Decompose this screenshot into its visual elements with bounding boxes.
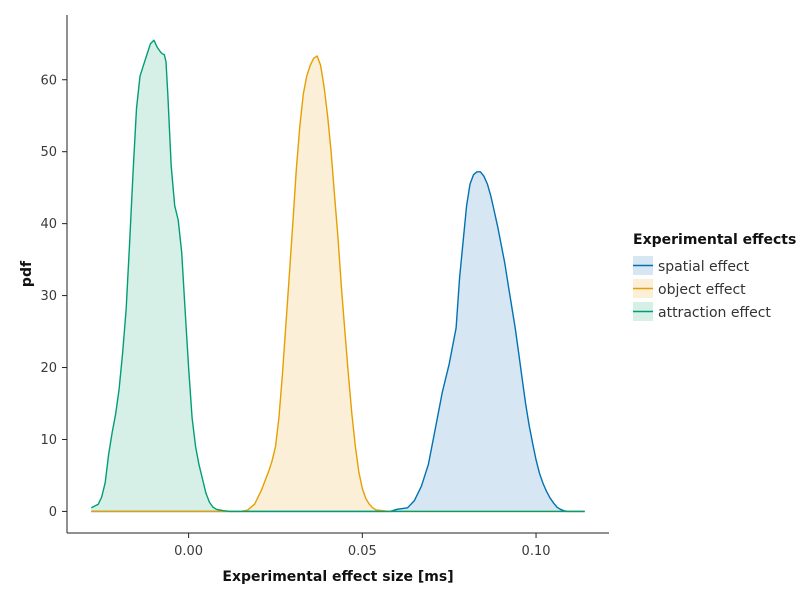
- y-ticks: 0 10 20 30 40 50 60: [40, 73, 67, 520]
- x-tick-label: 0.00: [174, 544, 203, 559]
- object-effect-area: [91, 56, 585, 512]
- x-ticks: 0.00 0.05 0.10: [174, 533, 551, 559]
- x-tick-label: 0.05: [348, 544, 377, 559]
- y-tick-label: 40: [40, 217, 57, 232]
- spatial-effect-area: [91, 171, 585, 512]
- spatial-effect-line: [91, 171, 585, 513]
- y-tick-label: 20: [40, 361, 57, 376]
- y-tick-label: 50: [40, 145, 57, 160]
- density-lines: [90, 39, 585, 513]
- attraction-effect-line: [90, 39, 585, 513]
- y-tick-label: 60: [40, 73, 57, 88]
- x-axis-title: Experimental effect size [ms]: [222, 569, 453, 585]
- legend-label: attraction effect: [658, 305, 771, 321]
- y-tick-label: 30: [40, 289, 57, 304]
- object-effect-line: [91, 55, 585, 513]
- axes: 0 10 20 30 40 50 60 0.00 0.05 0.10: [40, 15, 609, 559]
- attraction-effect-area: [91, 40, 585, 512]
- legend-item-object-effect: object effect: [633, 279, 746, 298]
- legend: Experimental effects spatial effect objec…: [633, 232, 796, 321]
- y-axis-title: pdf: [19, 260, 35, 287]
- legend-item-spatial-effect: spatial effect: [633, 256, 750, 275]
- y-tick-label: 0: [49, 505, 57, 520]
- legend-item-attraction-effect: attraction effect: [633, 302, 771, 321]
- density-areas: [91, 40, 585, 512]
- legend-label: spatial effect: [658, 259, 750, 275]
- legend-title: Experimental effects: [633, 232, 796, 248]
- x-tick-label: 0.10: [522, 544, 551, 559]
- legend-label: object effect: [658, 282, 746, 298]
- legend-items: spatial effect object effect attraction ef…: [633, 256, 771, 321]
- y-tick-label: 10: [40, 433, 57, 448]
